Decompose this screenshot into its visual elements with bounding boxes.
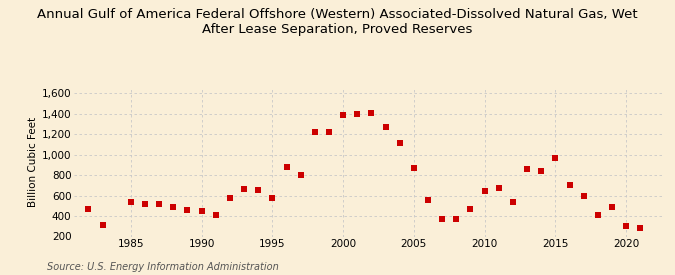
- Text: Source: U.S. Energy Information Administration: Source: U.S. Energy Information Administ…: [47, 262, 279, 272]
- Point: [338, 112, 348, 117]
- Point: [493, 186, 504, 191]
- Point: [423, 198, 433, 202]
- Point: [253, 188, 264, 192]
- Point: [451, 216, 462, 221]
- Point: [83, 207, 94, 211]
- Point: [536, 169, 547, 173]
- Point: [281, 165, 292, 169]
- Point: [465, 207, 476, 211]
- Point: [168, 205, 179, 209]
- Point: [196, 209, 207, 214]
- Point: [239, 187, 250, 191]
- Point: [323, 129, 334, 134]
- Point: [97, 222, 108, 227]
- Point: [635, 226, 646, 230]
- Point: [267, 195, 277, 200]
- Y-axis label: Billion Cubic Feet: Billion Cubic Feet: [28, 117, 38, 207]
- Point: [621, 224, 632, 229]
- Text: Annual Gulf of America Federal Offshore (Western) Associated-Dissolved Natural G: Annual Gulf of America Federal Offshore …: [37, 8, 638, 36]
- Point: [593, 213, 603, 217]
- Point: [508, 199, 518, 204]
- Point: [154, 202, 165, 207]
- Point: [211, 213, 221, 217]
- Point: [564, 183, 575, 188]
- Point: [380, 125, 391, 130]
- Point: [578, 194, 589, 198]
- Point: [140, 202, 151, 206]
- Point: [126, 200, 136, 204]
- Point: [607, 205, 618, 209]
- Point: [394, 141, 405, 145]
- Point: [479, 189, 490, 194]
- Point: [295, 173, 306, 177]
- Point: [225, 196, 236, 200]
- Point: [550, 155, 561, 160]
- Point: [522, 167, 533, 172]
- Point: [309, 130, 320, 134]
- Point: [437, 216, 448, 221]
- Point: [366, 110, 377, 115]
- Point: [408, 166, 419, 170]
- Point: [352, 112, 362, 116]
- Point: [182, 208, 193, 212]
